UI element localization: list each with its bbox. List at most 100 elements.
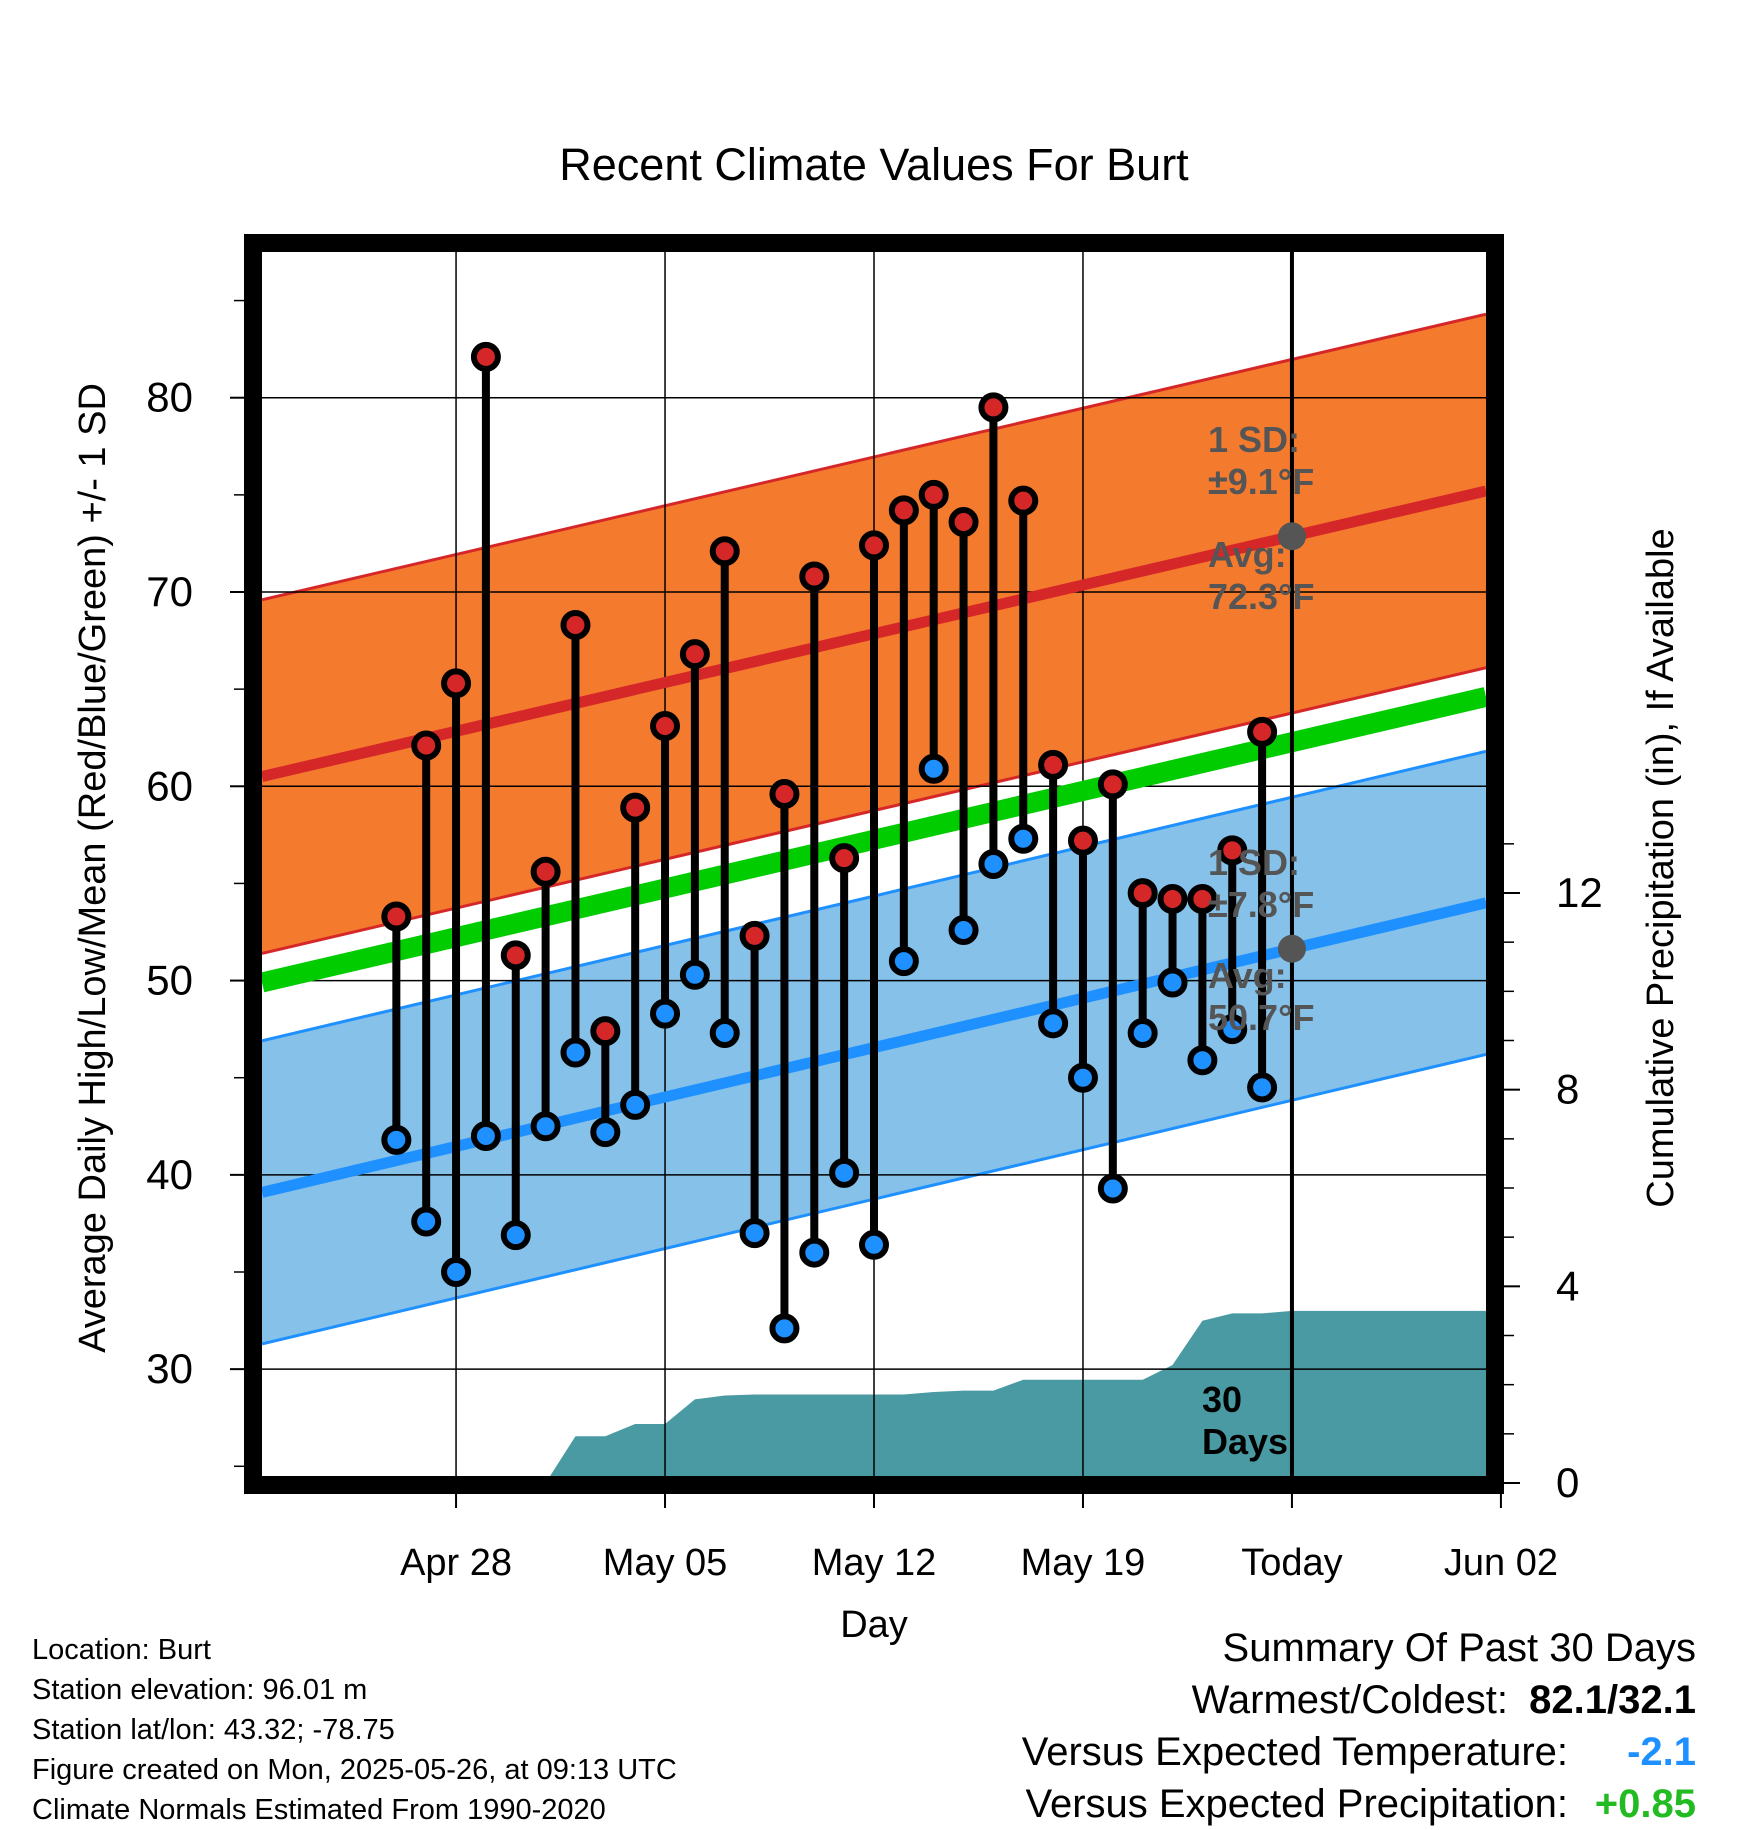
daily-high-dot-22	[1038, 749, 1069, 780]
x-tick-label-3: May 19	[1021, 1542, 1146, 1584]
y-left-tick-label-5: 80	[146, 374, 193, 421]
location-text: Location: Burt	[32, 1634, 211, 1666]
daily-low-dot-14	[799, 1237, 830, 1268]
precipitation-label: Versus Expected Precipitation:	[1025, 1782, 1568, 1826]
daily-high-dot-11	[709, 536, 740, 567]
low-avg-annotation-line-0: Avg:	[1208, 955, 1287, 996]
summary-panel: Summary Of Past 30 Days Warmest/Coldest:…	[1022, 1622, 1696, 1830]
summary-warmest-coldest: Warmest/Coldest: 82.1/32.1	[1022, 1674, 1696, 1726]
daily-low-dot-19	[948, 915, 979, 946]
daily-high-dot-2	[441, 668, 472, 699]
daily-low-dot-1	[411, 1206, 442, 1237]
low-sd-annotation-line-1: ±7.8°F	[1208, 884, 1314, 925]
daily-high-dot-3	[470, 341, 501, 372]
daily-low-dot-26	[1157, 967, 1188, 998]
daily-high-dot-28	[1217, 835, 1248, 866]
daily-high-dot-4	[500, 940, 531, 971]
daily-high-dot-25	[1127, 878, 1158, 909]
daily-low-dot-27	[1187, 1045, 1218, 1076]
low-avg-annotation-line-1: 50.7°F	[1208, 997, 1314, 1038]
high-sd-annotation-line-1: ±9.1°F	[1208, 461, 1314, 502]
daily-low-dot-15	[829, 1157, 860, 1188]
station-info: Location: Burt Station elevation: 96.01 …	[32, 1630, 677, 1830]
low-sd-annotation: 1 SD: ±7.8°F	[1208, 842, 1314, 925]
daily-low-dot-21	[1008, 823, 1039, 854]
daily-low-dot-4	[500, 1220, 531, 1251]
today-low-marker	[1277, 934, 1306, 963]
created-text: Figure created on Mon, 2025-05-26, at 09…	[32, 1754, 677, 1786]
daily-high-dot-9	[650, 711, 681, 742]
daily-high-dot-15	[829, 843, 860, 874]
daily-high-dot-16	[859, 530, 889, 561]
summary-temperature: Versus Expected Temperature: -2.1	[1022, 1726, 1696, 1778]
daily-low-dot-7	[590, 1117, 621, 1148]
elevation-text: Station elevation: 96.01 m	[32, 1674, 368, 1706]
daily-low-dot-18	[918, 753, 949, 784]
daily-high-dot-27	[1187, 883, 1218, 914]
y-left-tick-label-2: 50	[146, 957, 193, 1004]
daily-low-dot-28	[1217, 1014, 1248, 1045]
warmest-coldest-value: 82.1/32.1	[1529, 1678, 1696, 1722]
summary-precipitation: Versus Expected Precipitation: +0.85	[1022, 1778, 1696, 1830]
summary-heading: Summary Of Past 30 Days	[1222, 1626, 1696, 1670]
daily-low-dot-6	[560, 1037, 591, 1068]
daily-high-dot-12	[739, 920, 770, 951]
precip-area	[550, 1310, 1486, 1476]
normals-text: Climate Normals Estimated From 1990-2020	[32, 1794, 606, 1826]
daily-low-dot-8	[620, 1089, 651, 1120]
daily-low-dot-2	[441, 1257, 472, 1287]
temperature-value: -2.1	[1627, 1730, 1696, 1774]
y-right-tick-label-2: 8	[1556, 1066, 1579, 1113]
daily-high-dot-19	[948, 507, 979, 538]
y-axis-label-right: Cumulative Precipitation (in), If Availa…	[1640, 528, 1682, 1207]
y-left-tick-label-4: 70	[146, 568, 193, 615]
daily-high-dot-5	[530, 856, 561, 887]
chart-title: Recent Climate Values For Burt	[559, 139, 1189, 190]
x-tick-label-5: Jun 02	[1444, 1542, 1558, 1584]
daily-low-dot-5	[530, 1111, 561, 1142]
y-right-tick-label-3: 12	[1556, 869, 1603, 916]
daily-high-dot-20	[978, 392, 1009, 423]
daily-high-dot-8	[620, 792, 651, 823]
daily-low-dot-24	[1097, 1173, 1128, 1204]
plot-inner	[262, 252, 1486, 1476]
daily-low-dot-11	[709, 1018, 740, 1049]
low-avg-annotation: Avg: 50.7°F	[1208, 955, 1314, 1038]
daily-high-dot-26	[1157, 883, 1188, 914]
high-avg-annotation: Avg: 72.3°F	[1208, 534, 1314, 617]
daily-low-dot-13	[769, 1313, 800, 1344]
daily-high-dot-7	[590, 1016, 621, 1047]
daily-low-dot-10	[679, 959, 710, 990]
y-axis-label-left: Average Daily High/Low/Mean (Red/Blue/Gr…	[72, 383, 114, 1353]
daily-high-dot-21	[1008, 485, 1039, 516]
temperature-label: Versus Expected Temperature:	[1021, 1730, 1568, 1774]
today-high-marker	[1277, 522, 1306, 551]
daily-low-dot-29	[1247, 1072, 1278, 1103]
daily-low-dot-3	[470, 1121, 501, 1151]
warmest-coldest-label: Warmest/Coldest:	[1191, 1678, 1508, 1722]
window-annotation: 30 Days	[1202, 1379, 1288, 1462]
daily-low-dot-17	[888, 946, 919, 977]
y-left-tick-label-1: 40	[146, 1151, 193, 1198]
high-avg-annotation-line-0: Avg:	[1208, 534, 1287, 575]
low-sd-annotation-line-0: 1 SD:	[1208, 842, 1300, 883]
precipitation-value: +0.85	[1594, 1782, 1696, 1826]
x-tick-label-1: May 05	[603, 1542, 728, 1584]
y-right-tick-label-1: 4	[1556, 1262, 1579, 1309]
daily-high-dot-10	[679, 639, 710, 670]
x-axis-label: Day	[840, 1604, 908, 1646]
daily-high-dot-14	[799, 561, 830, 592]
daily-high-dot-23	[1067, 825, 1098, 856]
plot-frame	[244, 234, 1504, 1494]
daily-low-dot-23	[1067, 1062, 1098, 1093]
daily-high-dot-24	[1097, 769, 1128, 800]
daily-low-dot-25	[1127, 1018, 1158, 1049]
high-sd-annotation: 1 SD: ±9.1°F	[1208, 419, 1314, 502]
y-left-tick-label-3: 60	[146, 762, 193, 809]
x-tick-label-0: Apr 28	[400, 1542, 512, 1584]
x-tick-label-4: Today	[1241, 1542, 1342, 1584]
daily-high-dot-17	[888, 495, 919, 526]
daily-low-dot-12	[739, 1218, 770, 1249]
